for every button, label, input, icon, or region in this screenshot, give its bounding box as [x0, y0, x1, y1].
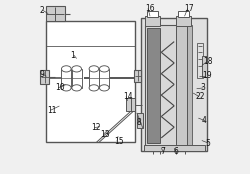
Text: 16: 16 — [145, 4, 154, 13]
Ellipse shape — [72, 66, 82, 72]
Text: 2: 2 — [40, 6, 44, 15]
Ellipse shape — [62, 85, 71, 91]
Bar — [176, 16, 192, 26]
Text: 7: 7 — [160, 147, 165, 156]
Text: 12: 12 — [91, 123, 101, 132]
Bar — [89, 69, 99, 88]
Text: 13: 13 — [100, 130, 110, 139]
Text: 1: 1 — [71, 51, 76, 60]
Bar — [145, 25, 183, 146]
Bar — [186, 25, 192, 146]
Bar — [100, 69, 109, 88]
Bar — [146, 11, 158, 17]
Bar — [198, 43, 203, 77]
Text: 10: 10 — [55, 83, 65, 92]
Bar — [134, 70, 141, 82]
Bar — [202, 56, 207, 77]
Bar — [146, 28, 160, 143]
Bar — [137, 113, 143, 128]
Ellipse shape — [62, 66, 71, 72]
Text: 22: 22 — [196, 92, 205, 101]
Text: 3: 3 — [200, 83, 205, 92]
Bar — [176, 25, 187, 146]
Bar — [62, 69, 71, 88]
Bar — [144, 145, 205, 151]
Bar — [40, 70, 49, 84]
Text: 11: 11 — [47, 106, 57, 115]
Ellipse shape — [100, 66, 109, 72]
Text: 17: 17 — [184, 4, 194, 13]
Bar — [178, 11, 190, 17]
Ellipse shape — [72, 85, 82, 91]
Text: 14: 14 — [123, 92, 132, 101]
Text: 4: 4 — [202, 116, 207, 125]
Text: 18: 18 — [204, 57, 213, 66]
Bar — [46, 6, 64, 21]
Ellipse shape — [100, 85, 109, 91]
Ellipse shape — [89, 85, 99, 91]
Text: 19: 19 — [202, 71, 211, 80]
Text: 9: 9 — [40, 70, 44, 78]
Text: 6: 6 — [173, 147, 178, 156]
Bar — [142, 18, 207, 151]
Ellipse shape — [89, 66, 99, 72]
Bar — [126, 98, 135, 111]
Text: 5: 5 — [205, 139, 210, 148]
Text: 15: 15 — [114, 137, 124, 146]
Bar — [72, 69, 82, 88]
Bar — [144, 16, 160, 26]
Bar — [46, 21, 135, 142]
Text: 8: 8 — [136, 118, 141, 127]
